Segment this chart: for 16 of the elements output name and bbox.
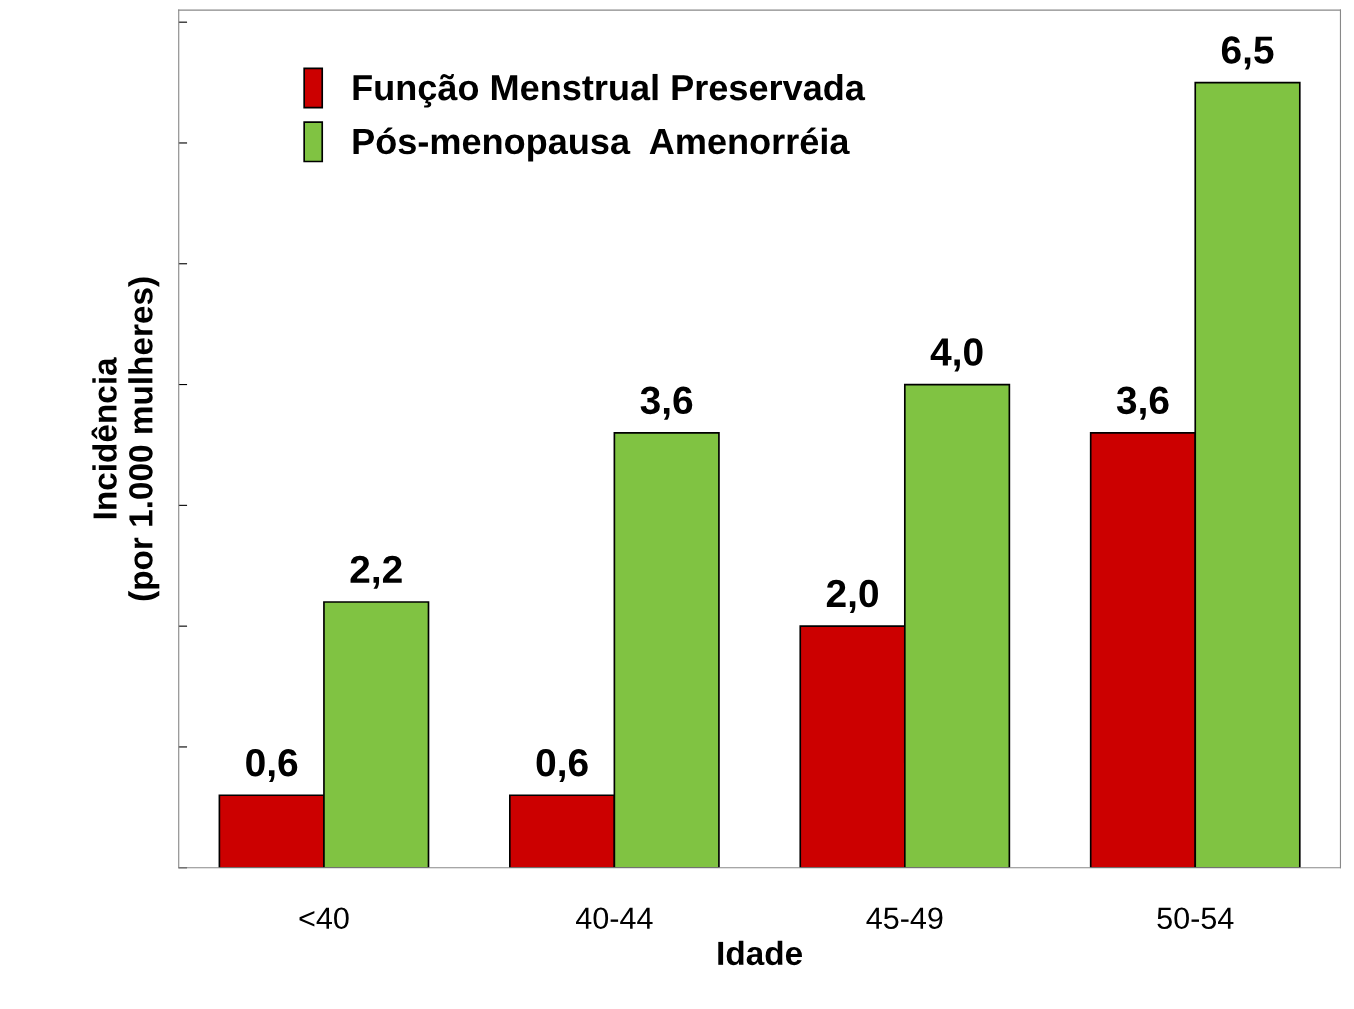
data-label: 4,0: [930, 338, 983, 372]
data-label: 0,6: [246, 748, 298, 783]
x-tick-label: <40: [299, 907, 349, 930]
data-label: 0,6: [536, 748, 588, 783]
data-label: 2,2: [350, 555, 402, 589]
legend-label: Pós-menopausa Amenorréia: [353, 127, 850, 162]
y-axis-title: Incidência (por 1.000 mulheres): [91, 277, 160, 601]
data-label: 6,5: [1221, 36, 1274, 70]
legend-label: Função Menstrual Preservada: [353, 73, 866, 108]
x-axis-title: Idade: [718, 940, 802, 966]
data-label: 2,0: [826, 579, 878, 613]
data-label: 3,6: [1116, 386, 1169, 420]
x-tick-label: 50-54: [1157, 907, 1234, 930]
data-label: 3,6: [640, 386, 693, 420]
x-tick-label: 40-44: [576, 907, 653, 930]
x-tick-label: 45-49: [866, 907, 943, 930]
